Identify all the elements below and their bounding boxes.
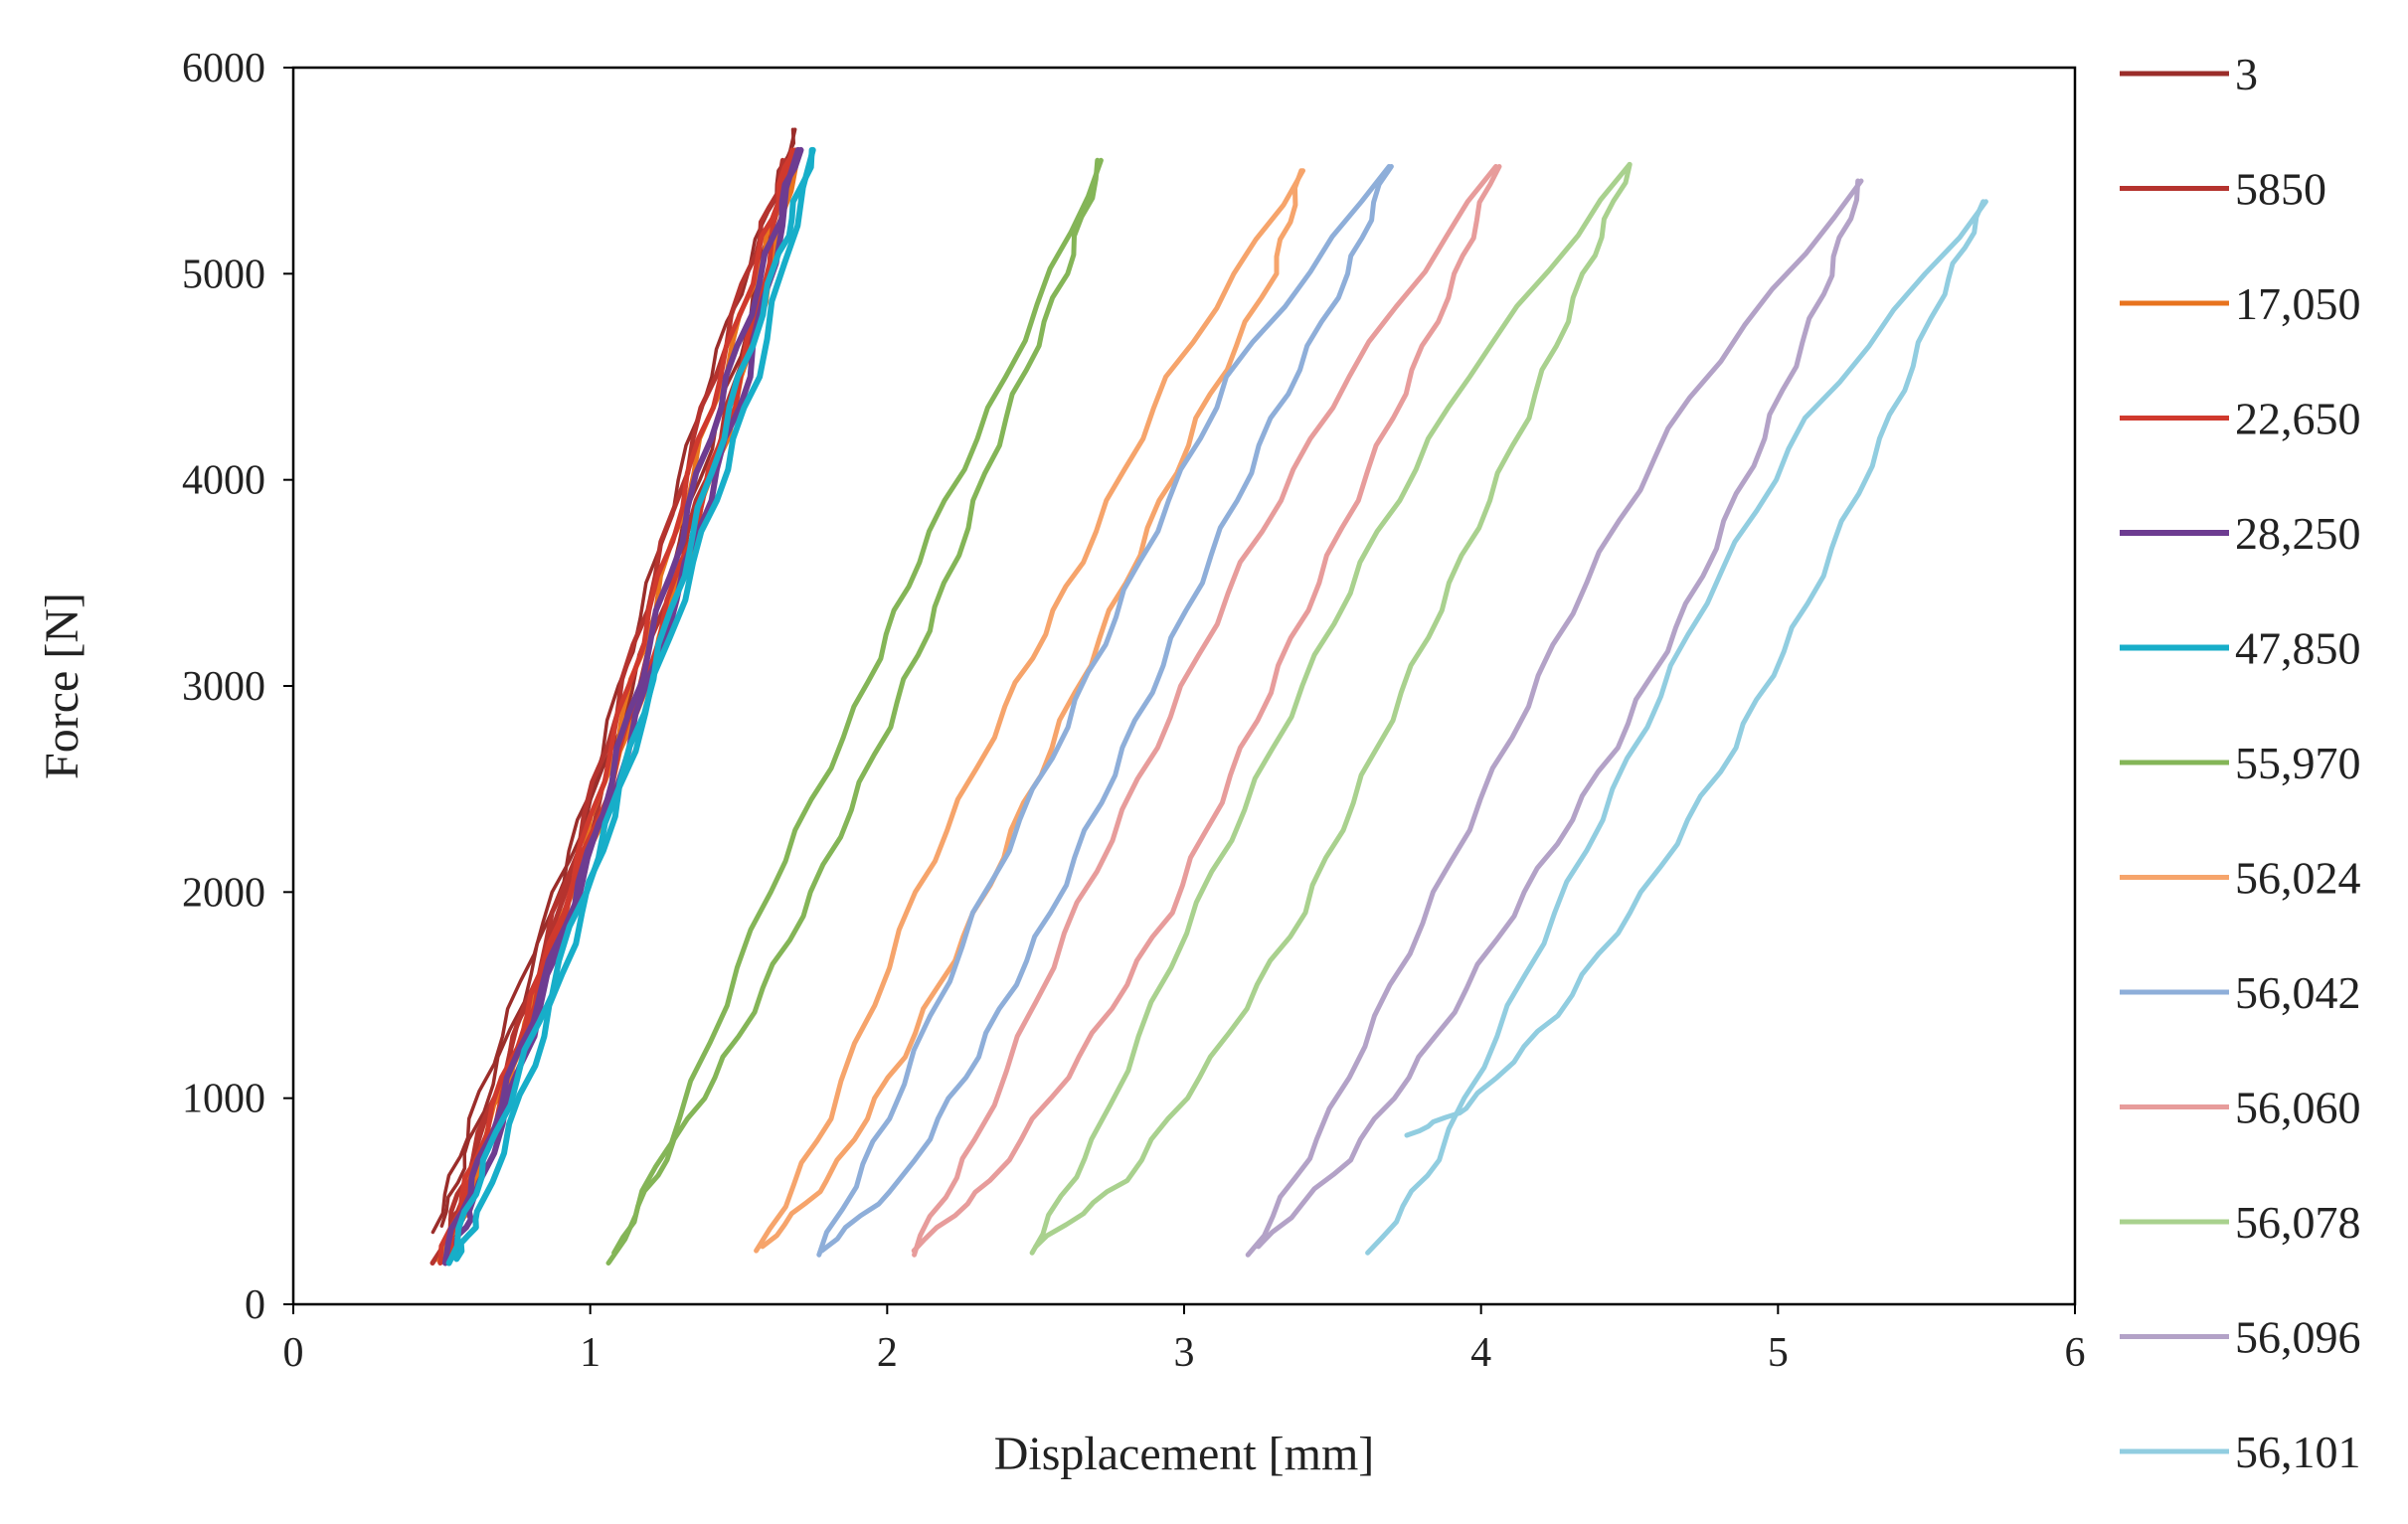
- legend-label: 55,970: [2235, 738, 2361, 788]
- legend-item: 56,024: [2120, 853, 2361, 904]
- legend-item: 28,250: [2120, 508, 2361, 559]
- legend-label: 56,042: [2235, 967, 2361, 1018]
- legend-label: 56,024: [2235, 853, 2361, 904]
- series-56078: [1029, 161, 1633, 1256]
- series-55970: [605, 157, 1104, 1266]
- y-tick-label: 3000: [182, 664, 265, 710]
- series-line-loading: [816, 164, 1392, 1258]
- series-line-unloading: [1256, 178, 1861, 1250]
- series-line-unloading: [1033, 161, 1633, 1250]
- legend-label: 56,096: [2235, 1312, 2361, 1363]
- legend: 3 5850 17,050 22,650 28,250 47,850 55,970 56,02…: [2120, 49, 2361, 1477]
- y-tick-label: 6000: [182, 46, 265, 91]
- y-axis-title: Force [N]: [36, 593, 88, 779]
- legend-item: 56,060: [2120, 1083, 2361, 1133]
- x-tick-label: 1: [580, 1330, 601, 1376]
- legend-label: 47,850: [2235, 623, 2361, 674]
- x-tick-label: 0: [283, 1330, 304, 1376]
- legend-item: 56,101: [2120, 1427, 2361, 1477]
- y-tick-label: 5000: [182, 252, 265, 297]
- legend-item: 56,042: [2120, 967, 2361, 1018]
- series-line-loading: [1245, 178, 1864, 1258]
- series-line-loading: [912, 164, 1499, 1258]
- legend-item: 56,096: [2120, 1312, 2361, 1363]
- legend-item: 56,078: [2120, 1197, 2361, 1248]
- series-56024: [754, 168, 1305, 1254]
- y-tick-label: 4000: [182, 458, 265, 504]
- x-tick-label: 4: [1470, 1330, 1491, 1376]
- legend-label: 22,650: [2235, 394, 2361, 444]
- x-tick-label: 5: [1768, 1330, 1789, 1376]
- series-layer: [430, 127, 1988, 1267]
- legend-item: 22,650: [2120, 394, 2361, 444]
- legend-item: 55,970: [2120, 738, 2361, 788]
- y-tick-label: 0: [245, 1282, 265, 1328]
- series-line-unloading: [453, 146, 815, 1263]
- series-line-loading: [605, 157, 1104, 1266]
- series-line-unloading: [439, 127, 796, 1228]
- legend-item: 3: [2120, 49, 2258, 99]
- series-line-loading: [1365, 199, 1988, 1256]
- series-line-loading: [1029, 161, 1633, 1256]
- legend-label: 28,250: [2235, 508, 2361, 559]
- series-56101: [1365, 199, 1988, 1256]
- series-line-unloading: [911, 164, 1502, 1254]
- x-tick-label: 3: [1174, 1330, 1195, 1376]
- series-line-unloading: [760, 168, 1304, 1250]
- legend-item: 5850: [2120, 164, 2326, 215]
- series-56096: [1245, 178, 1864, 1258]
- series-line-loading: [430, 127, 797, 1235]
- series-47850: [445, 146, 816, 1267]
- series-line-unloading: [1404, 199, 1986, 1138]
- legend-item: 17,050: [2120, 278, 2361, 329]
- series-line-unloading: [819, 164, 1394, 1254]
- series-56042: [816, 164, 1394, 1258]
- series-line-unloading: [611, 157, 1101, 1256]
- legend-label: 5850: [2235, 164, 2326, 215]
- series-56060: [911, 164, 1502, 1258]
- legend-label: 56,060: [2235, 1083, 2361, 1133]
- legend-label: 3: [2235, 49, 2258, 99]
- x-tick-label: 2: [877, 1330, 898, 1376]
- y-tick-label: 2000: [182, 870, 265, 916]
- series-line-loading: [754, 168, 1305, 1254]
- legend-item: 47,850: [2120, 623, 2361, 674]
- x-axis-title: Displacement [mm]: [994, 1428, 1375, 1480]
- y-axis-ticks: 0 1000 2000 3000 4000 5000 6000: [182, 46, 293, 1328]
- legend-label: 17,050: [2235, 278, 2361, 329]
- legend-label: 56,078: [2235, 1197, 2361, 1248]
- y-tick-label: 1000: [182, 1077, 265, 1122]
- legend-label: 56,101: [2235, 1427, 2361, 1477]
- series-3: [430, 127, 797, 1235]
- x-tick-label: 6: [2065, 1330, 2086, 1376]
- x-axis-ticks: 0 1 2 3 4 5 6: [283, 1304, 2086, 1376]
